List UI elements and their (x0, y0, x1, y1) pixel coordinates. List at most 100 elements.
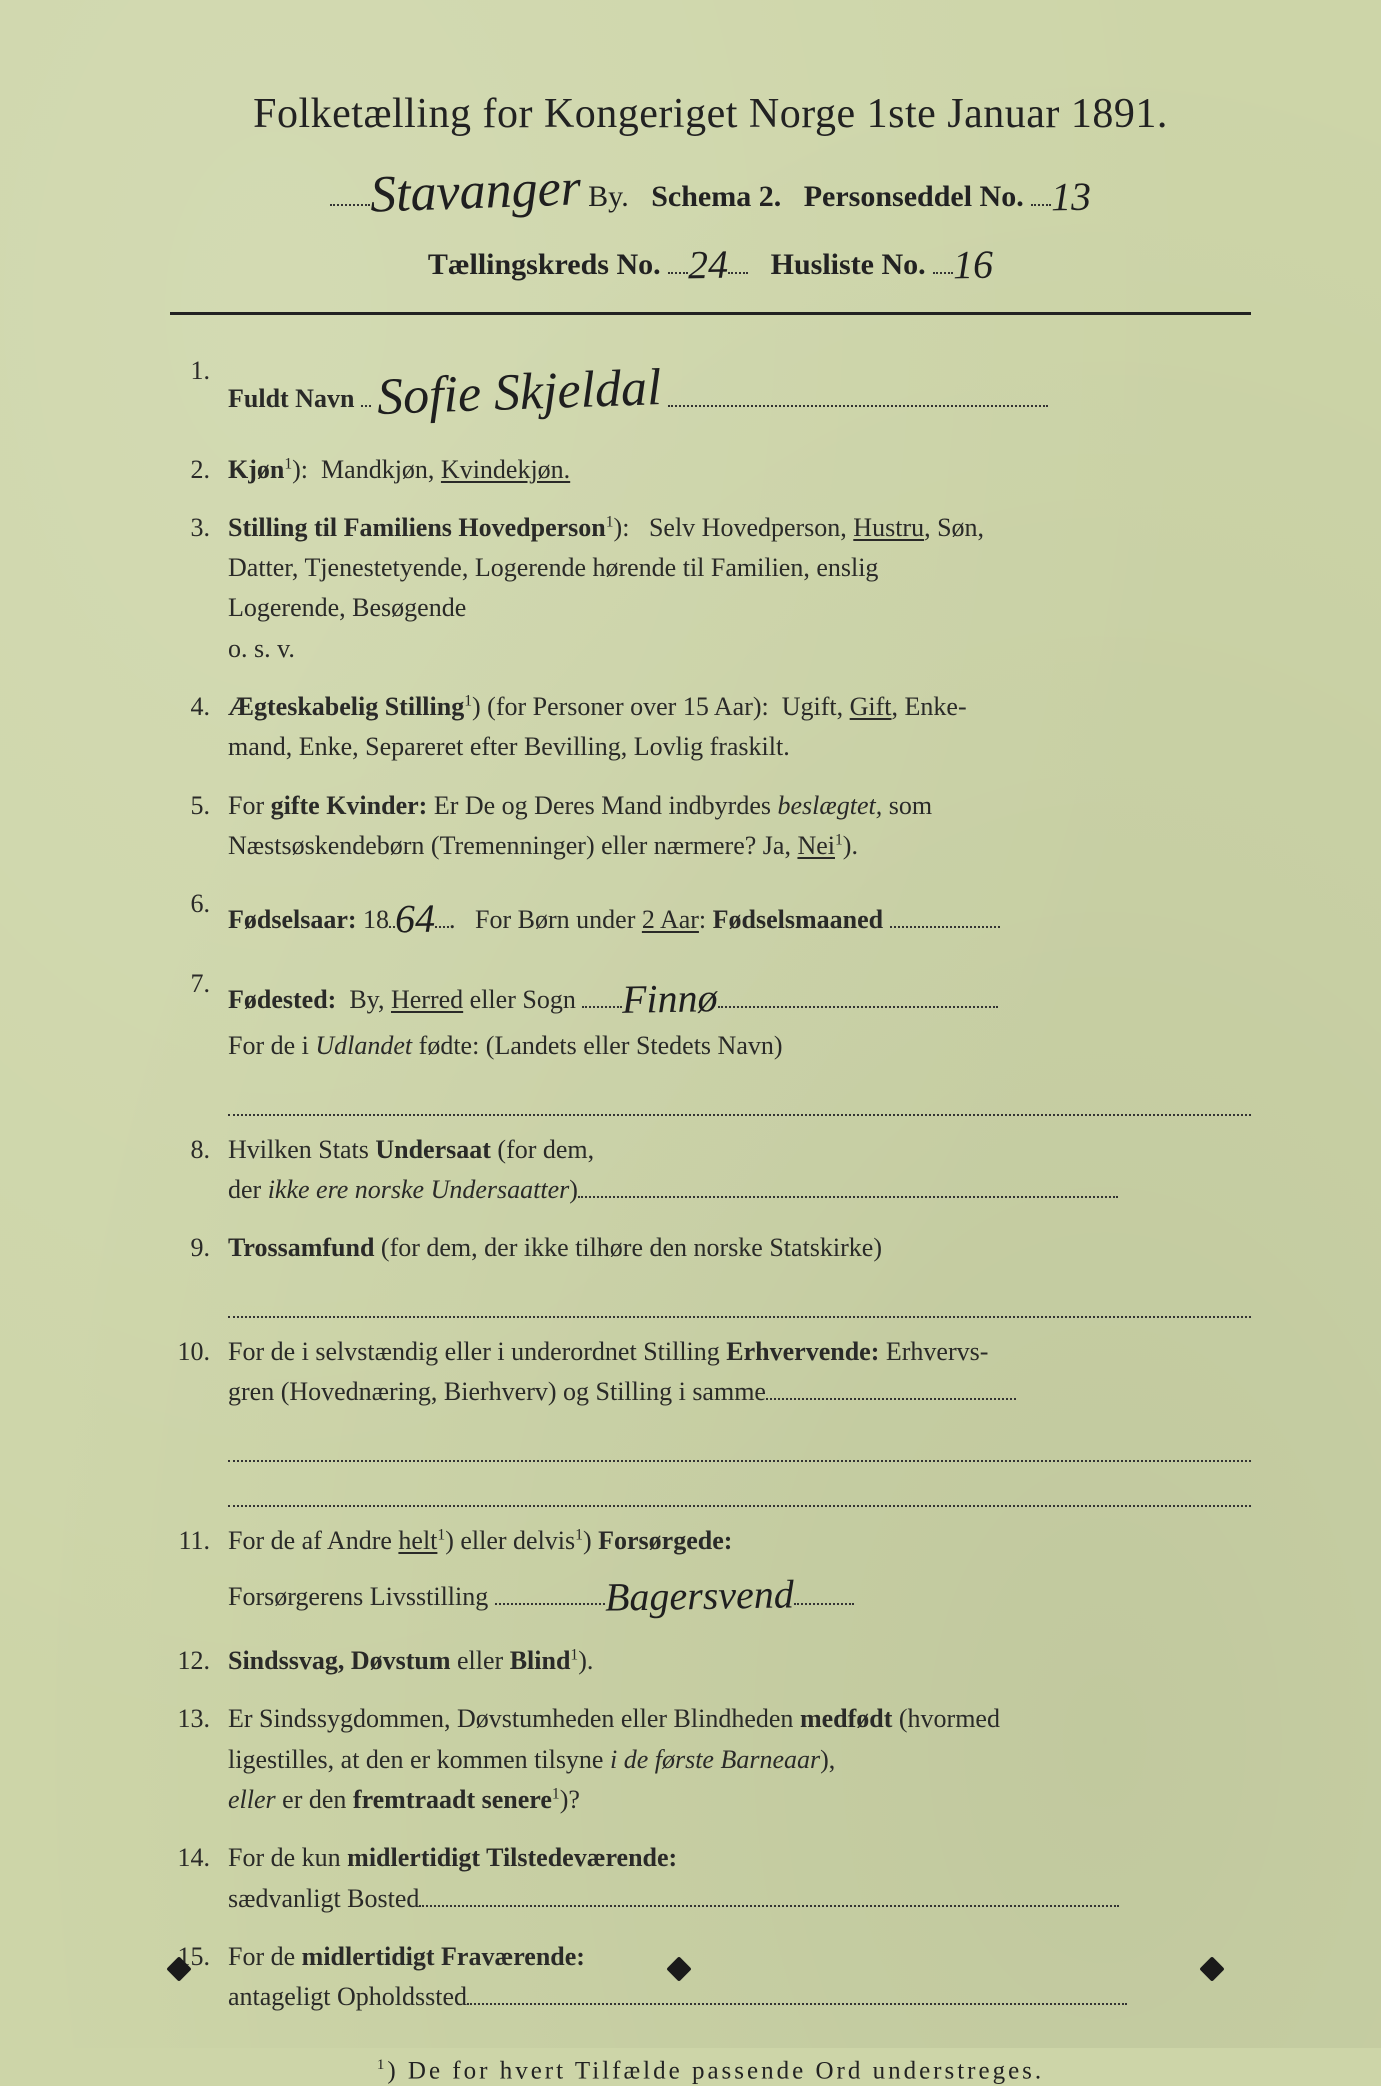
husliste-no: 16 (953, 241, 994, 289)
q13-l1c: (hvormed (892, 1704, 1000, 1733)
entry-num: 13. (170, 1699, 228, 1820)
q7-sogn: eller Sogn (470, 985, 576, 1014)
entry-8: 8. Hvilken Stats Undersaat (for dem, der… (170, 1130, 1251, 1211)
husliste-label: Husliste No. (771, 248, 926, 281)
entry-num: 7. (170, 964, 228, 1066)
q6-label2: Fødselsmaaned (713, 905, 883, 934)
entry-5: 5. For gifte Kvinder: Er De og Deres Man… (170, 786, 1251, 867)
q7-by: By, (349, 985, 384, 1014)
entry-num: 1. (170, 351, 228, 432)
by-label: By. (588, 180, 629, 213)
entry-num: 6. (170, 884, 228, 946)
q13-l3a: er den (276, 1785, 353, 1814)
personseddel-label: Personseddel No. (804, 180, 1024, 213)
q11-value: Bagersvend (604, 1563, 794, 1628)
q7-herred-underlined: Herred (391, 985, 463, 1014)
entry-12: 12. Sindssvag, Døvstum eller Blind1). (170, 1641, 1251, 1681)
footnote-ref: 1 (464, 692, 472, 709)
footnote-ref: 1 (606, 513, 614, 530)
q3-opts-c: , Søn, (924, 513, 984, 542)
q6-prefix: 18 (363, 905, 389, 934)
entry-num: 11. (170, 1521, 228, 1623)
blank-line (228, 1430, 1251, 1461)
q6-mid: For Børn under (475, 905, 642, 934)
entry-3: 3. Stilling til Familiens Hovedperson1):… (170, 508, 1251, 669)
q15-label: midlertidigt Fraværende: (302, 1942, 585, 1971)
form-title: Folketælling for Kongeriget Norge 1ste J… (170, 90, 1251, 138)
q7-label: Fødested: (228, 985, 336, 1014)
q9-label: Trossamfund (228, 1233, 374, 1262)
entry-7: 7. Fødested: By, Herred eller Sogn Finnø… (170, 964, 1251, 1066)
q11-label: Forsørgede: (598, 1526, 732, 1555)
q8-b: (for dem, (491, 1135, 594, 1164)
q14-lead: For de kun (228, 1843, 347, 1872)
footnote-ref: 1 (575, 1526, 583, 1543)
q11-a: For de af Andre (228, 1526, 398, 1555)
q6-label: Fødselsaar: (228, 905, 357, 934)
entry-num: 10. (170, 1332, 228, 1413)
q3-hustru-underlined: Hustru (853, 513, 924, 542)
entry-num: 2. (170, 450, 228, 490)
footnote: 1) De for hvert Tilfælde passende Ord un… (170, 2057, 1251, 2085)
q2-opt2-underlined: Kvindekjøn. (441, 455, 570, 484)
q4-opt-a: Ugift, (782, 692, 843, 721)
q5-line2a: Næstsøskendebørn (Tremenninger) eller næ… (228, 831, 797, 860)
q13-l2b: ), (820, 1745, 835, 1774)
q15-l2: antageligt Opholdssted (228, 1982, 467, 2011)
q12-d: ). (578, 1646, 593, 1675)
form-entries: 1. Fuldt Navn Sofie Skjeldal 2. Kjøn1): … (170, 351, 1251, 2017)
q10-a: For de i selvstændig eller i underordnet… (228, 1337, 726, 1366)
q5-label: gifte Kvinder: (271, 791, 428, 820)
q5-nei-underlined: Nei (797, 831, 835, 860)
q3-opts-a: Selv Hovedperson, (649, 513, 847, 542)
personseddel-no: 13 (1051, 173, 1092, 221)
entry-num: 3. (170, 508, 228, 669)
q7-l2a: For de i (228, 1031, 315, 1060)
blank-line (228, 1085, 1251, 1116)
q12-a: Sindssvag, Døvstum (228, 1646, 451, 1675)
q7-udl: Udlandet (315, 1031, 412, 1060)
q5-t1: Er De og Deres Mand indbyrdes (427, 791, 777, 820)
footnote-ref: 1 (835, 831, 843, 848)
q2-label: Kjøn (228, 455, 284, 484)
q11-helt: helt (398, 1526, 437, 1555)
entry-num: 9. (170, 1228, 228, 1268)
census-form-page: Folketælling for Kongeriget Norge 1ste J… (0, 0, 1381, 2048)
entry-15: 15. For de midlertidigt Fraværende: anta… (170, 1937, 1251, 2018)
q8-l2b: ) (569, 1175, 578, 1204)
q1-label: Fuldt Navn (228, 384, 354, 413)
q2-opt1: Mandkjøn, (321, 455, 434, 484)
q13-l3i: eller (228, 1785, 276, 1814)
entry-13: 13. Er Sindssygdommen, Døvstumheden elle… (170, 1699, 1251, 1820)
q13-l3b: fremtraadt senere (353, 1785, 552, 1814)
q6-2aar: 2 Aar (642, 905, 699, 934)
q1-value: Sofie Skjeldal (376, 348, 663, 438)
schema-label: Schema 2. (651, 180, 781, 213)
entry-6: 6. Fødselsaar: 1864. For Børn under 2 Aa… (170, 884, 1251, 946)
q8-l2i: ikke ere norske Undersaatter (268, 1175, 570, 1204)
q5-t2: som (882, 791, 932, 820)
q4-paren: (for Personer over 15 Aar): (487, 692, 769, 721)
entry-2: 2. Kjøn1): Mandkjøn, Kvindekjøn. (170, 450, 1251, 490)
entry-num: 4. (170, 687, 228, 768)
q14-label: midlertidigt Tilstedeværende: (347, 1843, 677, 1872)
q6-year: 64 (395, 888, 436, 951)
q10-b: Erhvervs- (879, 1337, 988, 1366)
q13-l3c: )? (560, 1785, 580, 1814)
footnote-ref: 1 (552, 1785, 560, 1802)
q3-line4: o. s. v. (228, 634, 295, 663)
q15-lead: For de (228, 1942, 302, 1971)
q11-b: ) eller delvis (445, 1526, 575, 1555)
entry-num: 14. (170, 1838, 228, 1919)
header-line-3: Tællingskreds No. 24 Husliste No. 16 (170, 237, 1251, 284)
q12-b: eller (451, 1646, 510, 1675)
q14-l2: sædvanligt Bosted (228, 1884, 419, 1913)
q11-c: ) (583, 1526, 598, 1555)
entry-num: 8. (170, 1130, 228, 1211)
entry-14: 14. For de kun midlertidigt Tilstedevære… (170, 1838, 1251, 1919)
q3-label: Stilling til Familiens Hovedperson (228, 513, 606, 542)
q7-l2b: fødte: (Landets eller Stedets Navn) (412, 1031, 782, 1060)
header-line-2: Stavanger By. Schema 2. Personseddel No.… (170, 160, 1251, 219)
q5-besl: beslægtet, (778, 791, 883, 820)
entry-11: 11. For de af Andre helt1) eller delvis1… (170, 1521, 1251, 1623)
